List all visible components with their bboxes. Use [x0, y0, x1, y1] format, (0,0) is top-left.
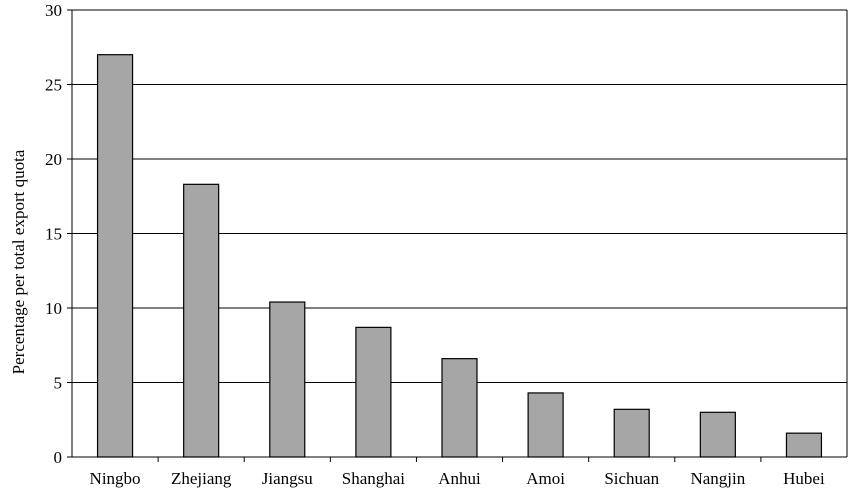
y-tick-label: 20 — [45, 150, 62, 169]
x-tick-label-anhui: Anhui — [438, 469, 481, 488]
x-tick-labels: Ningbo Zhejiang Jiangsu Shanghai Anhui Amoi Si… — [90, 469, 825, 488]
x-tick-label-jiangsu: Jiangsu — [262, 469, 314, 488]
bar-zhejiang — [183, 183, 220, 458]
y-tick-labels: 0 5 10 15 20 25 30 — [45, 1, 62, 467]
bar-amoi — [527, 392, 564, 458]
bar-sichuan — [613, 408, 650, 458]
bar-ningbo — [96, 54, 134, 458]
x-tick-label-nangjin: Nangjin — [690, 469, 745, 488]
x-tick-label-shanghai: Shanghai — [342, 469, 406, 488]
x-tick-label-zhejiang: Zhejiang — [171, 469, 232, 488]
x-tick-label-hubei: Hubei — [783, 469, 825, 488]
y-tick-label: 10 — [45, 299, 62, 318]
bar-hubei — [785, 432, 823, 458]
y-tick-label: 15 — [45, 225, 62, 244]
x-tick-label-amoi: Amoi — [526, 469, 565, 488]
x-tick-label-sichuan: Sichuan — [604, 469, 659, 488]
bar-anhui — [441, 358, 478, 458]
y-tick-label: 30 — [45, 1, 62, 20]
x-tick-label-ningbo: Ningbo — [90, 469, 141, 488]
bar-jiangsu — [269, 301, 306, 458]
bar-nangjin — [699, 411, 736, 458]
bars — [96, 54, 823, 458]
y-tick-label: 25 — [45, 76, 62, 95]
y-tick-label: 5 — [54, 374, 63, 393]
bar-shanghai — [355, 326, 392, 458]
y-axis-title: Percentage per total export quota — [9, 149, 28, 374]
y-tick-label: 0 — [54, 448, 63, 467]
